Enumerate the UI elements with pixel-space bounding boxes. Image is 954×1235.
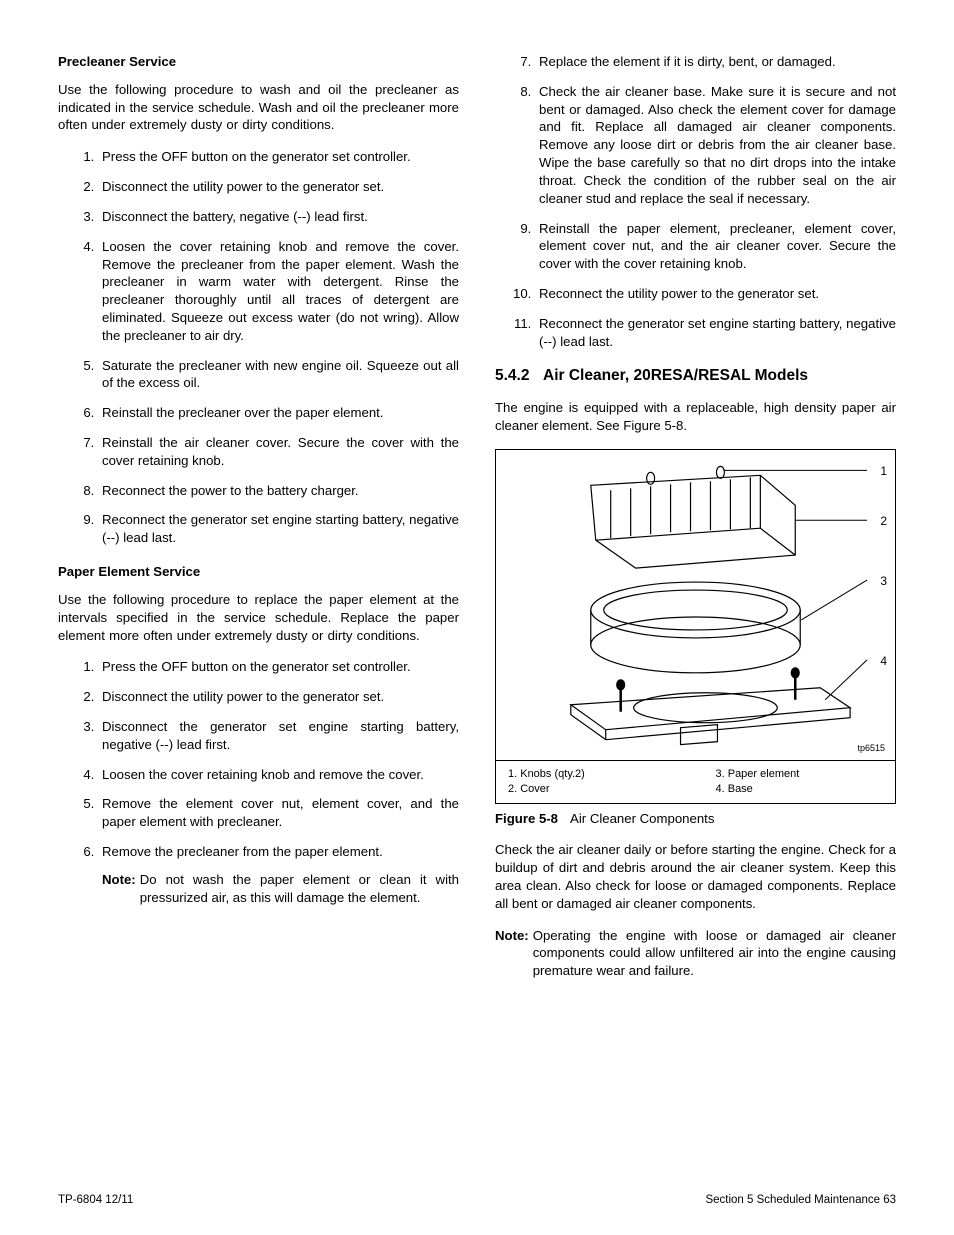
callout-3: 3 xyxy=(880,573,887,589)
right-column: Replace the element if it is dirty, bent… xyxy=(495,53,896,980)
step: Disconnect the utility power to the gene… xyxy=(98,688,459,706)
section-intro: The engine is equipped with a replaceabl… xyxy=(495,399,896,435)
figure-caption-label: Figure 5-8 xyxy=(495,811,558,826)
step: Loosen the cover retaining knob and remo… xyxy=(98,238,459,345)
section-heading: 5.4.2 Air Cleaner, 20RESA/RESAL Models xyxy=(495,366,896,387)
step: Disconnect the generator set engine star… xyxy=(98,718,459,754)
columns: Precleaner Service Use the following pro… xyxy=(58,53,896,980)
figure-box: 1 2 3 4 tp6515 1. Knobs (qty.2) 2. Cover… xyxy=(495,449,896,804)
step: Check the air cleaner base. Make sure it… xyxy=(535,83,896,208)
air-cleaner-diagram-icon xyxy=(496,450,895,760)
callout-1: 1 xyxy=(880,463,887,479)
figure-legend: 1. Knobs (qty.2) 2. Cover 3. Paper eleme… xyxy=(496,760,895,803)
precleaner-heading: Precleaner Service xyxy=(58,53,459,71)
legend-item: 3. Paper element xyxy=(716,767,884,782)
figure-ref: tp6515 xyxy=(857,742,885,754)
step: Reconnect the utility power to the gener… xyxy=(535,285,896,303)
step: Reconnect the generator set engine start… xyxy=(98,511,459,547)
paper-element-intro: Use the following procedure to replace t… xyxy=(58,591,459,644)
step: Remove the precleaner from the paper ele… xyxy=(98,843,459,906)
note-body: Operating the engine with loose or damag… xyxy=(533,927,896,980)
left-column: Precleaner Service Use the following pro… xyxy=(58,53,459,980)
step: Disconnect the utility power to the gene… xyxy=(98,178,459,196)
callout-4: 4 xyxy=(880,653,887,669)
step: Press the OFF button on the generator se… xyxy=(98,658,459,676)
figure-caption-text: Air Cleaner Components xyxy=(570,811,714,826)
paper-element-heading: Paper Element Service xyxy=(58,563,459,581)
precleaner-intro: Use the following procedure to wash and … xyxy=(58,81,459,134)
step: Saturate the precleaner with new engine … xyxy=(98,357,459,393)
inline-note: Note: Do not wash the paper element or c… xyxy=(102,871,459,907)
note-paragraph: Note: Operating the engine with loose or… xyxy=(495,927,896,980)
legend-col-right: 3. Paper element 4. Base xyxy=(716,767,884,797)
page: Precleaner Service Use the following pro… xyxy=(0,0,954,1235)
note-body: Do not wash the paper element or clean i… xyxy=(140,871,459,907)
step: Press the OFF button on the generator se… xyxy=(98,148,459,166)
legend-item: 2. Cover xyxy=(508,782,676,797)
note-label: Note: xyxy=(495,927,529,980)
step: Remove the element cover nut, element co… xyxy=(98,795,459,831)
page-footer: TP-6804 12/11 Section 5 Scheduled Mainte… xyxy=(58,1193,896,1209)
note-label: Note: xyxy=(102,871,136,907)
step: Reconnect the power to the battery charg… xyxy=(98,482,459,500)
check-paragraph: Check the air cleaner daily or before st… xyxy=(495,841,896,912)
step: Reinstall the air cleaner cover. Secure … xyxy=(98,434,459,470)
legend-item: 4. Base xyxy=(716,782,884,797)
precleaner-steps: Press the OFF button on the generator se… xyxy=(58,148,459,547)
step: Disconnect the battery, negative (--) le… xyxy=(98,208,459,226)
step: Reinstall the paper element, precleaner,… xyxy=(535,220,896,273)
paper-element-steps-cont: Replace the element if it is dirty, bent… xyxy=(495,53,896,350)
paper-element-steps: Press the OFF button on the generator se… xyxy=(58,658,459,906)
step: Reconnect the generator set engine start… xyxy=(535,315,896,351)
legend-item: 1. Knobs (qty.2) xyxy=(508,767,676,782)
step: Replace the element if it is dirty, bent… xyxy=(535,53,896,71)
footer-left: TP-6804 12/11 xyxy=(58,1193,133,1209)
step: Reinstall the precleaner over the paper … xyxy=(98,404,459,422)
figure-image: 1 2 3 4 tp6515 xyxy=(496,450,895,760)
callout-2: 2 xyxy=(880,513,887,529)
section-number: 5.4.2 xyxy=(495,366,543,387)
legend-col-left: 1. Knobs (qty.2) 2. Cover xyxy=(508,767,676,797)
section-title: Air Cleaner, 20RESA/RESAL Models xyxy=(543,366,896,387)
step: Loosen the cover retaining knob and remo… xyxy=(98,766,459,784)
figure-caption: Figure 5-8 Air Cleaner Components xyxy=(495,810,896,828)
step-text: Remove the precleaner from the paper ele… xyxy=(102,844,383,859)
footer-right: Section 5 Scheduled Maintenance 63 xyxy=(705,1193,896,1209)
